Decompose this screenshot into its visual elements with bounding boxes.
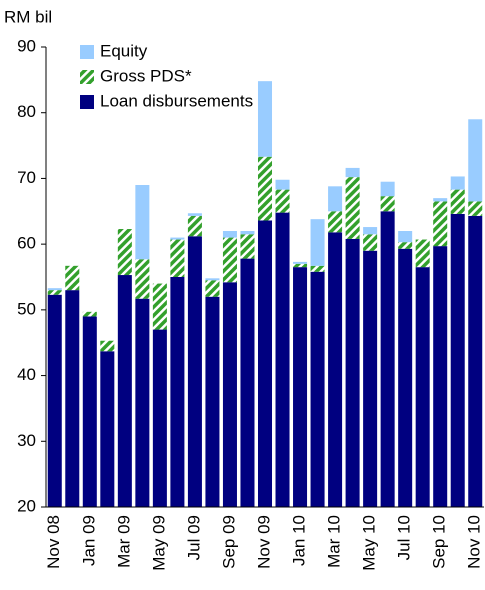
bar-segment — [205, 278, 220, 281]
x-tick-label: May 09 — [149, 515, 168, 571]
legend-label: Loan disbursements — [100, 91, 253, 110]
bar-segment — [222, 231, 237, 238]
bar-segment — [328, 211, 343, 233]
bar-segment — [135, 185, 150, 260]
y-tick-label: 70 — [17, 168, 36, 187]
y-tick-label: 60 — [17, 234, 36, 253]
bar-segment — [293, 267, 308, 507]
bar-segment — [47, 294, 62, 507]
bar-segment — [310, 271, 325, 507]
bar-segment — [187, 215, 202, 237]
bar-segment — [275, 189, 290, 213]
bar-segment — [415, 239, 430, 268]
bar-segment — [205, 296, 220, 507]
bar-segment — [345, 238, 360, 507]
bar-segment — [170, 237, 185, 240]
bar-segment — [380, 181, 395, 197]
bar-segment — [293, 261, 308, 264]
legend-label: Equity — [100, 41, 148, 60]
bar-segment — [450, 189, 465, 214]
bar-segment — [222, 237, 237, 283]
x-tick-label: Jan 10 — [290, 515, 309, 566]
bar-segment — [468, 201, 483, 216]
bar-segment — [450, 176, 465, 190]
bar-segment — [310, 219, 325, 266]
bar-segment — [82, 311, 97, 317]
bar-segment — [152, 329, 167, 507]
bar-segment — [433, 201, 448, 247]
bar-segment — [398, 248, 413, 507]
x-tick-label: May 10 — [360, 515, 379, 571]
bar-segment — [398, 231, 413, 243]
bar-segment — [450, 213, 465, 507]
y-tick-label: 40 — [17, 365, 36, 384]
bar-segment — [363, 234, 378, 251]
bar-segment — [240, 234, 255, 259]
bar-segment — [205, 280, 220, 297]
bar-segment — [275, 179, 290, 190]
bar-segment — [187, 213, 202, 216]
bar-segment — [100, 351, 115, 507]
bar-segment — [187, 236, 202, 507]
bar-segment — [380, 196, 395, 212]
bar-segment — [275, 212, 290, 507]
legend-swatch — [80, 70, 94, 84]
bar-segment — [257, 81, 273, 157]
bar-segment — [117, 275, 132, 507]
bar-segment — [170, 277, 185, 507]
bar-segment — [257, 156, 273, 221]
bar-segment — [345, 167, 360, 178]
bar-segment — [328, 186, 343, 212]
x-tick-label: Sep 10 — [430, 515, 449, 569]
y-axis-label: RM bil — [4, 7, 52, 26]
bar-segment — [345, 177, 360, 239]
bar-segment — [222, 282, 237, 507]
bar-segment — [257, 220, 273, 507]
x-tick-label: Sep 09 — [219, 515, 238, 569]
x-tick-label: Jul 10 — [395, 515, 414, 560]
bar-segment — [328, 232, 343, 508]
y-tick-label: 30 — [17, 431, 36, 450]
x-tick-label: Jan 09 — [79, 515, 98, 566]
bar-segment — [152, 283, 167, 330]
bar-segment — [363, 250, 378, 507]
bar-segment — [117, 229, 132, 276]
y-tick-label: 20 — [17, 496, 36, 515]
bar-segment — [468, 215, 483, 507]
bar-segment — [135, 298, 150, 507]
bar-segment — [135, 259, 150, 299]
y-tick-label: 80 — [17, 102, 36, 121]
legend-label: Gross PDS* — [100, 66, 192, 85]
bar-segment — [170, 239, 185, 277]
bar-segment — [310, 265, 325, 272]
bar-segment — [47, 290, 62, 295]
bar-segment — [293, 263, 308, 268]
y-tick-label: 50 — [17, 299, 36, 318]
x-tick-label: Mar 09 — [114, 515, 133, 568]
bar-segment — [240, 231, 255, 235]
x-tick-label: Nov 09 — [254, 515, 273, 569]
legend-swatch — [80, 45, 94, 59]
bar-segment — [363, 227, 378, 235]
x-tick-label: Jul 09 — [184, 515, 203, 560]
bar-segment — [468, 119, 483, 202]
bar-segment — [65, 290, 80, 507]
bar-segment — [398, 242, 413, 249]
bar-segment — [380, 211, 395, 508]
y-tick-label: 90 — [17, 36, 36, 55]
bar-segment — [82, 316, 97, 507]
legend-swatch — [80, 95, 94, 109]
bar-segment — [100, 340, 115, 352]
x-tick-label: Nov 08 — [44, 515, 63, 569]
x-tick-label: Nov 10 — [465, 515, 484, 569]
bar-segment — [415, 267, 430, 507]
bar-segment — [65, 265, 80, 291]
x-tick-label: Mar 10 — [325, 515, 344, 568]
bar-segment — [433, 198, 448, 202]
bar-segment — [47, 288, 62, 291]
bar-segment — [433, 246, 448, 507]
bar-segment — [240, 258, 255, 507]
